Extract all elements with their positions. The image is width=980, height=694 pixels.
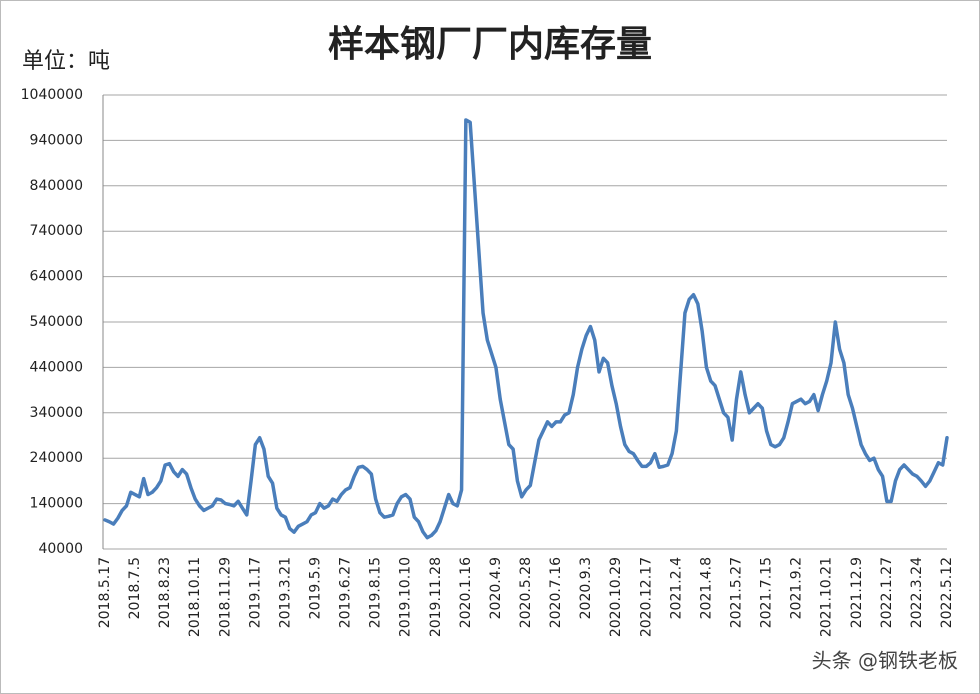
x-tick-label: 2019.3.21 xyxy=(277,557,293,628)
x-tick-label: 2021.5.27 xyxy=(729,557,745,628)
x-tick-label: 2021.9.2 xyxy=(789,557,805,619)
x-tick-label: 2020.4.9 xyxy=(488,557,504,619)
y-tick-label: 940000 xyxy=(30,132,83,148)
x-tick-label: 2020.7.16 xyxy=(548,557,564,628)
x-tick-label: 2019.10.10 xyxy=(398,557,414,637)
y-tick-label: 740000 xyxy=(30,223,83,239)
x-tick-label: 2021.7.15 xyxy=(759,557,775,628)
y-tick-label: 540000 xyxy=(30,314,83,330)
x-tick-label: 2020.5.28 xyxy=(518,557,534,628)
x-tick-label: 2020.9.3 xyxy=(578,557,594,619)
x-tick-label: 2019.11.28 xyxy=(428,557,444,637)
unit-label: 单位：吨 xyxy=(22,49,110,74)
x-tick-label: 2018.11.29 xyxy=(217,557,233,637)
x-tick-label: 2022.1.27 xyxy=(879,557,895,628)
y-tick-label: 640000 xyxy=(30,269,83,285)
x-tick-label: 2020.10.29 xyxy=(608,557,624,637)
x-tick-label: 2019.8.15 xyxy=(368,557,384,628)
y-tick-label: 440000 xyxy=(30,359,83,375)
y-tick-label: 140000 xyxy=(30,496,83,512)
x-tick-label: 2021.12.9 xyxy=(849,557,865,628)
y-tick-label: 1040000 xyxy=(21,87,83,103)
data-line xyxy=(103,118,949,540)
watermark: 头条 @钢铁老板 xyxy=(812,649,958,673)
x-tick-label: 2020.1.16 xyxy=(458,557,474,628)
y-tick-label: 840000 xyxy=(30,178,83,194)
x-tick-label: 2018.5.17 xyxy=(97,557,113,628)
x-tick-label: 2019.6.27 xyxy=(338,557,354,628)
y-tick-label: 340000 xyxy=(30,405,83,421)
x-tick-label: 2020.12.17 xyxy=(638,557,654,637)
y-tick-label: 240000 xyxy=(30,450,83,466)
chart-title: 样本钢厂厂内库存量 xyxy=(328,24,652,65)
x-tick-label: 2018.7.5 xyxy=(127,557,143,619)
x-tick-label: 2021.2.4 xyxy=(668,557,684,619)
x-tick-label: 2019.5.9 xyxy=(308,557,324,619)
x-tick-label: 2018.10.11 xyxy=(187,557,203,637)
x-tick-label: 2021.4.8 xyxy=(698,557,714,619)
x-tick-label: 2019.1.17 xyxy=(247,557,263,628)
x-tick-label: 2018.8.23 xyxy=(157,557,173,628)
x-tick-label: 2021.10.21 xyxy=(819,557,835,637)
x-tick-label: 2022.3.24 xyxy=(909,557,925,628)
y-tick-label: 40000 xyxy=(38,541,83,557)
x-tick-label: 2022.5.12 xyxy=(939,557,955,628)
